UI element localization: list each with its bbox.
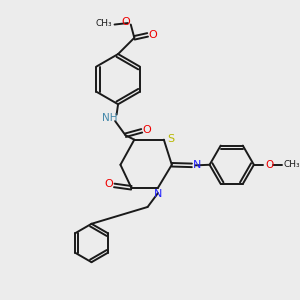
- Text: S: S: [167, 134, 174, 144]
- Text: O: O: [142, 125, 152, 135]
- Text: N: N: [154, 189, 163, 199]
- Text: CH₃: CH₃: [284, 160, 300, 169]
- Text: O: O: [104, 179, 113, 189]
- Text: NH: NH: [102, 112, 118, 122]
- Text: N: N: [193, 160, 201, 170]
- Text: O: O: [148, 30, 157, 40]
- Text: O: O: [121, 16, 130, 27]
- Text: O: O: [265, 160, 273, 170]
- Text: CH₃: CH₃: [96, 20, 112, 28]
